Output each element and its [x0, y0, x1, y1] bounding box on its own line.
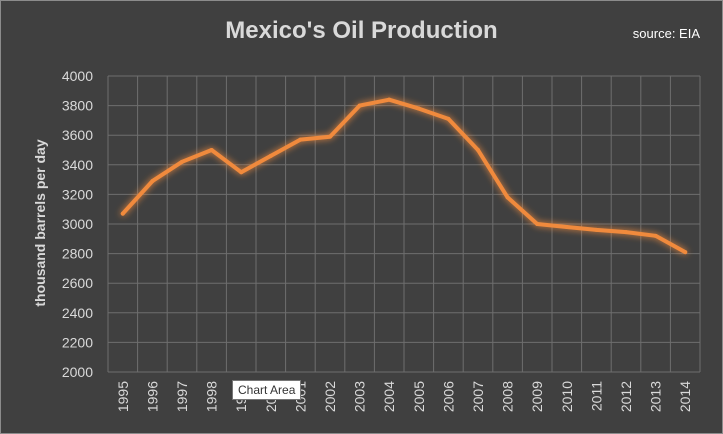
y-tick-label: 2600 — [62, 275, 93, 291]
y-axis-label: thousand barrels per day — [32, 139, 48, 306]
y-tick-label: 3000 — [62, 216, 93, 232]
y-tick-label: 3800 — [62, 98, 93, 114]
data-point — [653, 233, 658, 238]
chart-area-tooltip: Chart Area — [232, 380, 302, 400]
x-tick-label: 2014 — [677, 381, 693, 412]
data-point — [476, 148, 480, 152]
x-tick-label: 2012 — [618, 381, 634, 412]
x-tick-label: 2002 — [322, 381, 338, 412]
data-point — [298, 137, 303, 142]
x-tick-label: 2005 — [411, 381, 427, 412]
data-point — [150, 179, 155, 184]
y-tick-label: 4000 — [62, 68, 93, 84]
data-point — [357, 103, 362, 108]
x-tick-label: 1997 — [174, 381, 190, 412]
y-tick-labels: 2000 2200 2400 2600 2800 3000 3200 3400 3600 3800… — [62, 68, 93, 380]
data-point — [120, 211, 125, 216]
y-tick-label: 2400 — [62, 305, 93, 321]
data-point — [564, 224, 569, 229]
x-tick-label: 2003 — [352, 381, 368, 412]
data-point — [594, 227, 599, 232]
x-tick-label: 1995 — [115, 381, 131, 412]
data-point — [387, 97, 392, 102]
grid-layer — [107, 75, 701, 373]
series-line — [120, 97, 688, 255]
data-point — [683, 250, 688, 255]
y-tick-label: 2200 — [62, 334, 93, 350]
x-tick-label: 2008 — [500, 381, 516, 412]
data-point — [416, 106, 421, 111]
data-point — [505, 195, 510, 200]
y-tick-label: 3200 — [62, 186, 93, 202]
source-annotation: source: EIA — [632, 26, 700, 41]
data-point — [239, 170, 244, 175]
data-point — [328, 134, 332, 139]
x-tick-label: 2006 — [440, 381, 456, 412]
x-tick-label: 2004 — [381, 381, 397, 412]
data-point — [209, 148, 214, 152]
data-point — [624, 230, 628, 235]
x-tick-label: 1996 — [144, 381, 160, 412]
y-tick-label: 3600 — [62, 127, 93, 143]
x-tick-label: 2011 — [588, 381, 604, 411]
y-tick-label: 2000 — [62, 364, 93, 380]
x-tick-labels: 1995199619971998199920002001200220032004… — [115, 381, 693, 412]
data-point — [535, 222, 540, 226]
x-tick-label: 2013 — [648, 381, 664, 412]
x-tick-label: 2009 — [529, 381, 545, 412]
x-tick-label: 2010 — [559, 381, 575, 412]
data-point — [180, 159, 184, 164]
x-tick-label: 2007 — [470, 381, 486, 412]
data-point — [268, 153, 273, 158]
y-tick-label: 2800 — [62, 246, 93, 262]
y-tick-label: 3400 — [62, 157, 93, 173]
data-point — [446, 116, 451, 121]
series-layer — [120, 97, 688, 255]
chart-title: Mexico's Oil Production — [225, 17, 498, 44]
x-tick-label: 1998 — [204, 381, 220, 412]
